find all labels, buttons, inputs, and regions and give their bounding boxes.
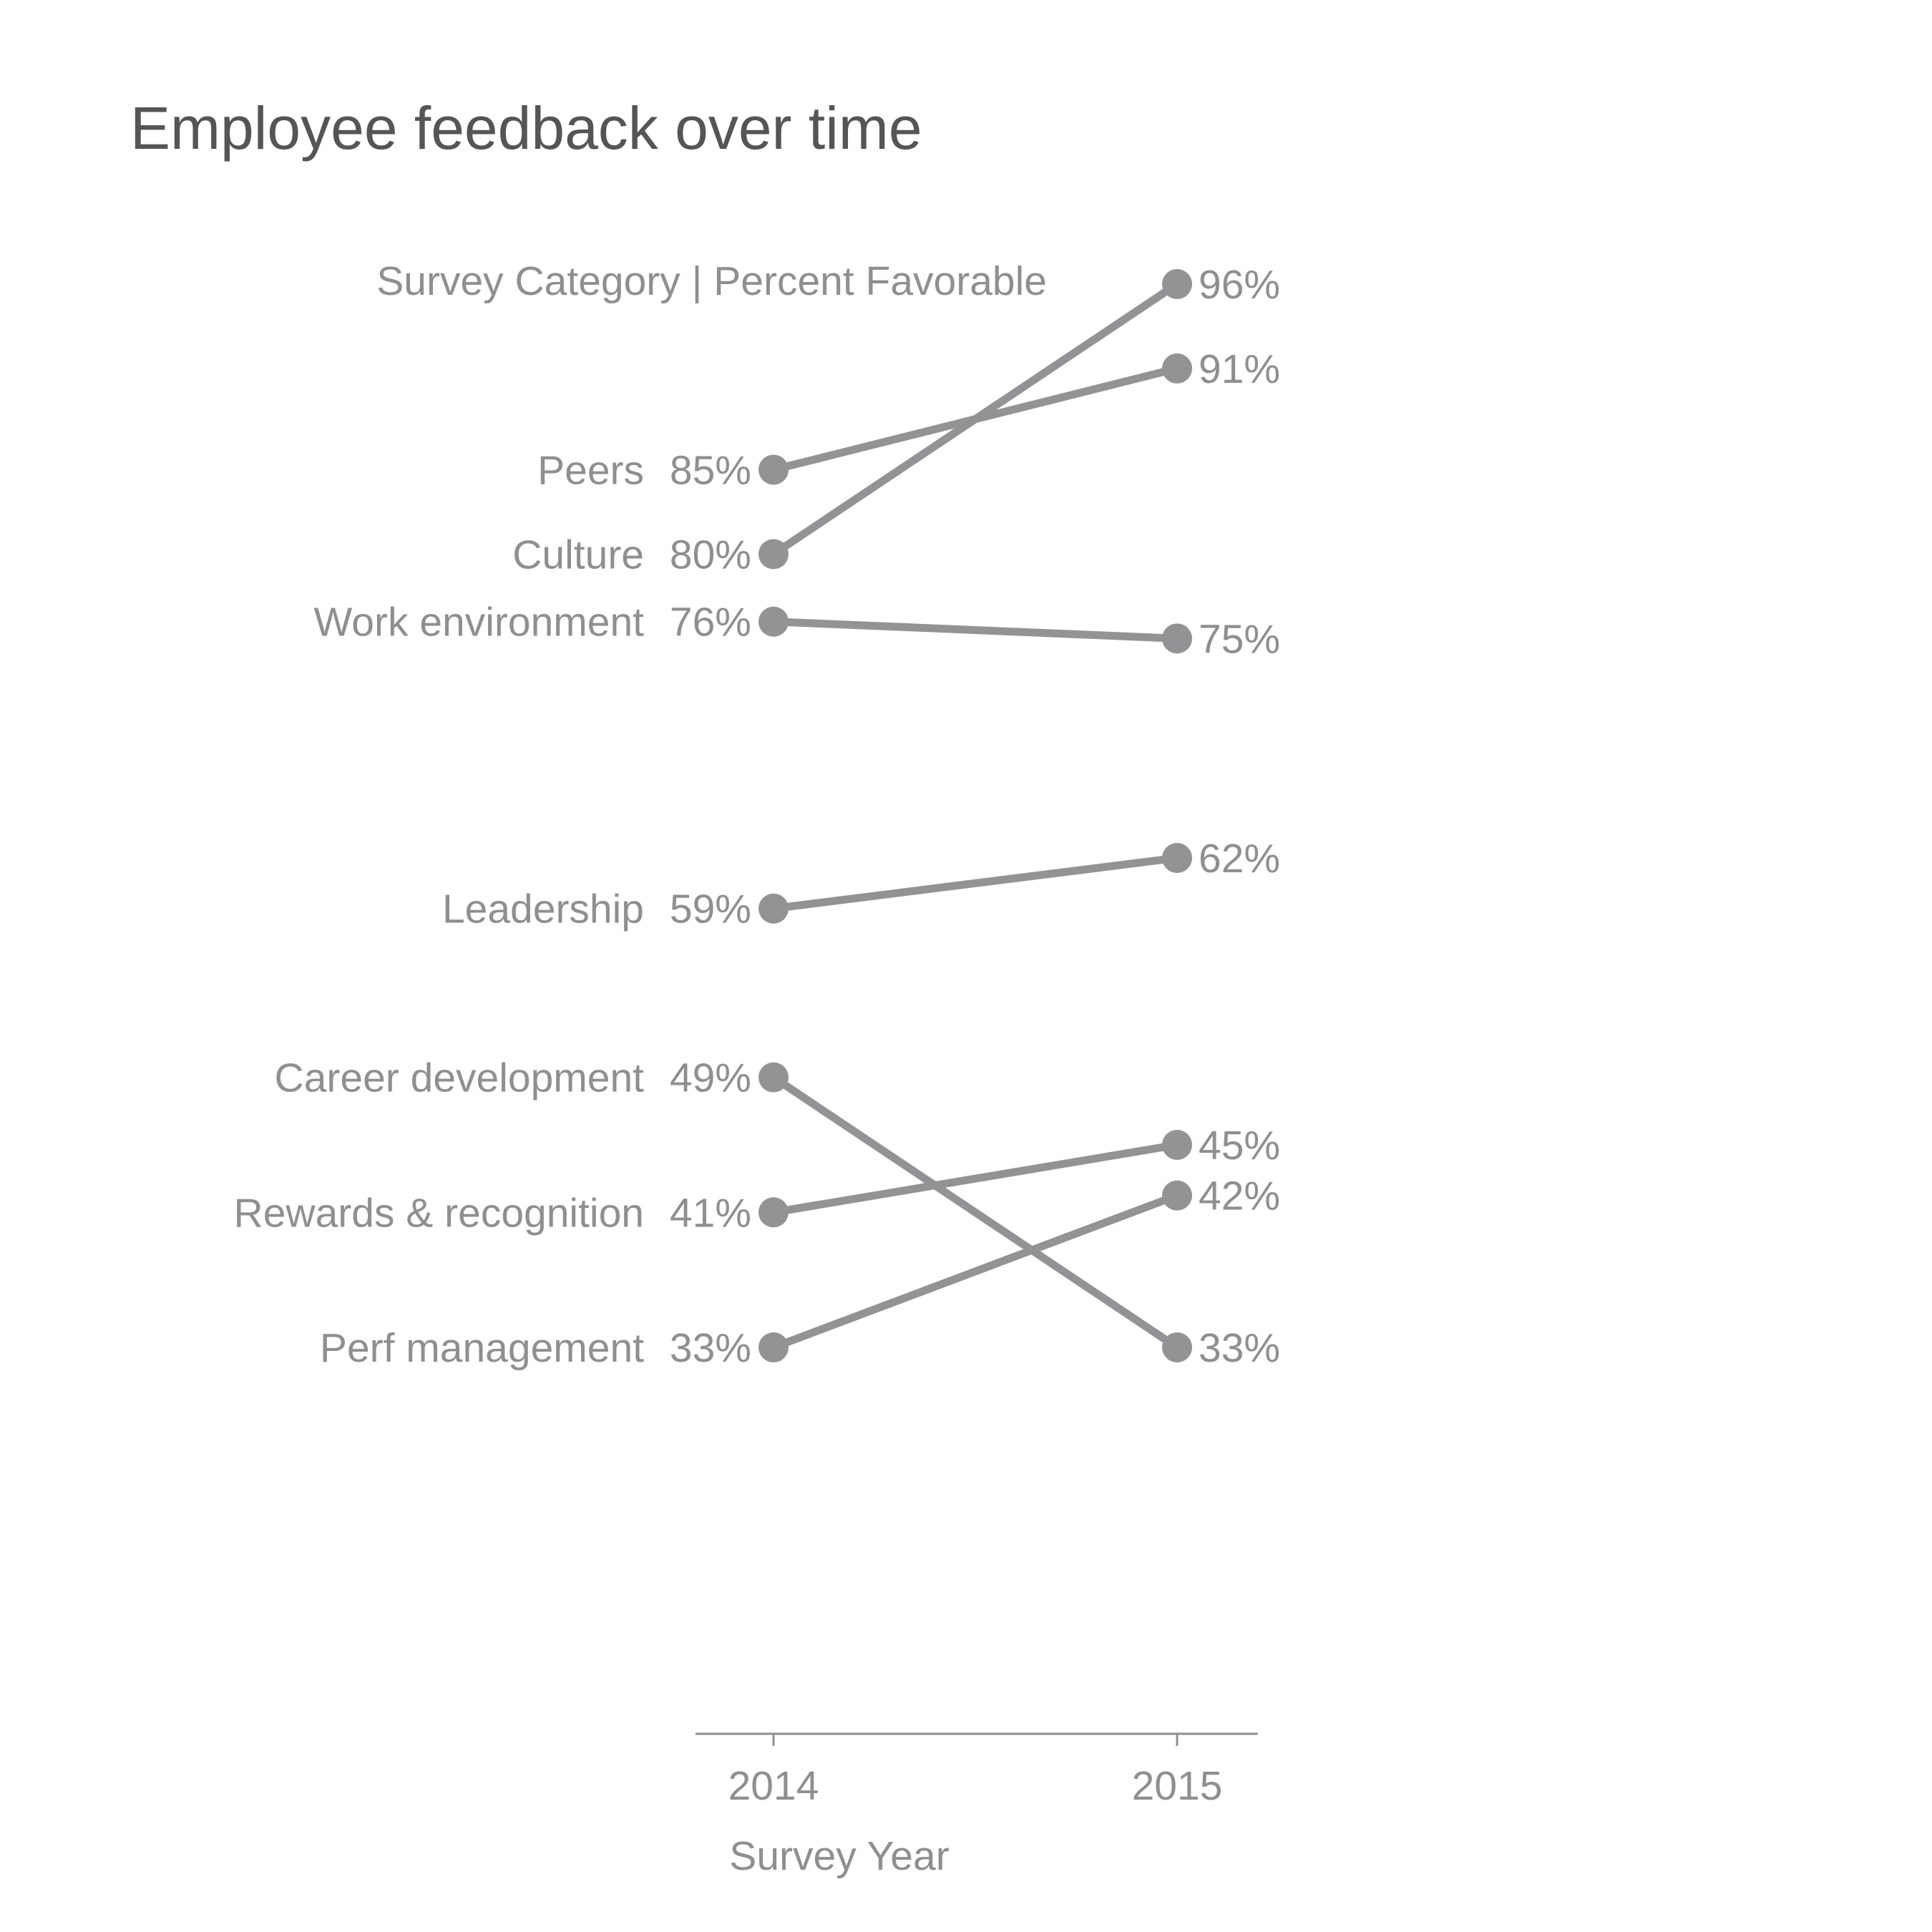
point-2014-work-environment: [758, 606, 789, 637]
series-name-label-career-development: Career development: [275, 1055, 645, 1101]
point-2015-rewards-recognition: [1162, 1129, 1192, 1160]
series-career-development: Career development 49% 33%: [275, 1055, 1281, 1371]
point-2014-leadership: [758, 893, 789, 924]
series-name-label-peers: Peers: [537, 447, 644, 493]
data-label-2014-peers: 85%: [670, 447, 751, 493]
point-2015-career-development: [1162, 1332, 1192, 1362]
series-name-label-work-environment: Work environment: [314, 600, 645, 645]
series-line-leadership: [769, 854, 1181, 913]
point-2014-perf-management: [758, 1332, 789, 1362]
series-line-rewards-recognition: [769, 1141, 1181, 1216]
series-culture: Culture 80% 96%: [512, 262, 1280, 577]
data-label-2015-culture: 96%: [1199, 262, 1280, 308]
chart-subtitle: Survey Category | Percent Favorable: [376, 258, 1047, 304]
point-2014-career-development: [758, 1062, 789, 1093]
data-label-2015-career-development: 33%: [1199, 1325, 1280, 1371]
data-label-2015-perf-management: 42%: [1199, 1174, 1280, 1219]
series-perf-management: Perf management 33% 42%: [320, 1174, 1280, 1371]
point-2014-peers: [758, 454, 789, 485]
series-name-label-leadership: Leadership: [442, 887, 644, 932]
series-peers: Peers 85% 91%: [537, 346, 1280, 494]
x-axis-label: Survey Year: [729, 1833, 949, 1879]
data-label-2014-perf-management: 33%: [670, 1325, 751, 1371]
point-2015-perf-management: [1162, 1180, 1192, 1211]
series-line-work-environment: [769, 618, 1181, 643]
data-label-2015-rewards-recognition: 45%: [1199, 1123, 1280, 1169]
chart-title: Employee feedback over time: [130, 94, 922, 162]
series-line-perf-management: [769, 1191, 1181, 1352]
series-line-culture: [769, 280, 1181, 558]
series-line-career-development: [769, 1073, 1181, 1352]
point-2014-rewards-recognition: [758, 1197, 789, 1228]
data-label-2014-work-environment: 76%: [670, 600, 751, 645]
data-label-2014-career-development: 49%: [670, 1055, 751, 1101]
series-rewards-recognition: Rewards & recognition 41% 45%: [234, 1123, 1281, 1236]
data-label-2014-leadership: 59%: [670, 887, 751, 932]
series-leadership: Leadership 59% 62%: [442, 836, 1280, 932]
point-2015-culture: [1162, 269, 1192, 299]
point-2015-leadership: [1162, 842, 1192, 873]
series-name-label-culture: Culture: [512, 532, 644, 577]
data-label-2015-peers: 91%: [1199, 346, 1280, 392]
data-label-2014-culture: 80%: [670, 532, 751, 577]
x-tick-label-2014: 2014: [728, 1763, 819, 1809]
x-tick-label-2015: 2015: [1132, 1763, 1223, 1809]
series-layer: Peers 85% 91% Culture 80% 96% Work environment…: [234, 262, 1281, 1371]
data-label-2015-leadership: 62%: [1199, 836, 1280, 882]
data-label-2015-work-environment: 75%: [1199, 616, 1280, 662]
data-label-2014-rewards-recognition: 41%: [670, 1190, 751, 1236]
point-2015-peers: [1162, 353, 1192, 384]
point-2015-work-environment: [1162, 623, 1192, 654]
series-name-label-rewards-recognition: Rewards & recognition: [234, 1190, 644, 1236]
point-2014-culture: [758, 539, 789, 570]
x-axis: 2014 2015 Survey Year: [696, 1732, 1258, 1879]
series-work-environment: Work environment 76% 75%: [314, 600, 1281, 663]
series-name-label-perf-management: Perf management: [320, 1325, 644, 1371]
